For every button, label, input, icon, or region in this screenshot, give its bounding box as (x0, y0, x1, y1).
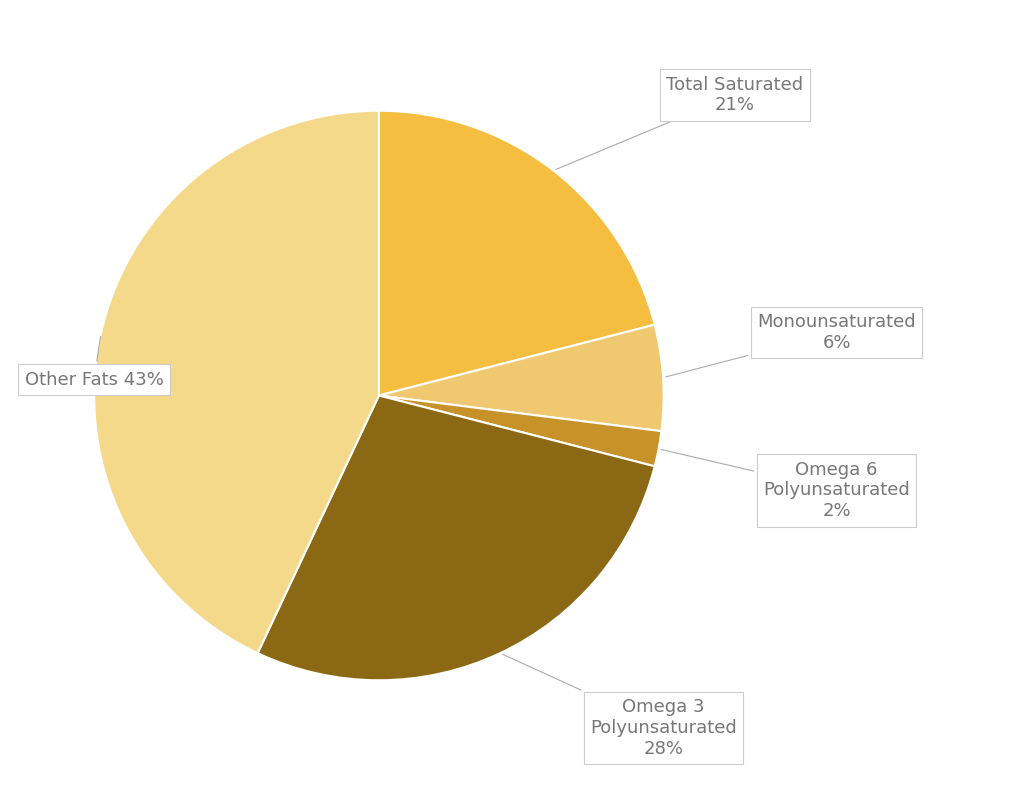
Text: Omega 3
Polyunsaturated
28%: Omega 3 Polyunsaturated 28% (503, 654, 737, 758)
Wedge shape (94, 111, 379, 653)
Wedge shape (379, 396, 662, 467)
Text: Omega 6
Polyunsaturated
2%: Omega 6 Polyunsaturated 2% (662, 449, 910, 520)
Text: Monounsaturated
6%: Monounsaturated 6% (666, 312, 915, 377)
Wedge shape (379, 111, 654, 396)
Wedge shape (258, 396, 654, 680)
Wedge shape (379, 324, 664, 431)
Text: Total Saturated
21%: Total Saturated 21% (556, 75, 804, 169)
Text: Other Fats 43%: Other Fats 43% (25, 336, 164, 388)
